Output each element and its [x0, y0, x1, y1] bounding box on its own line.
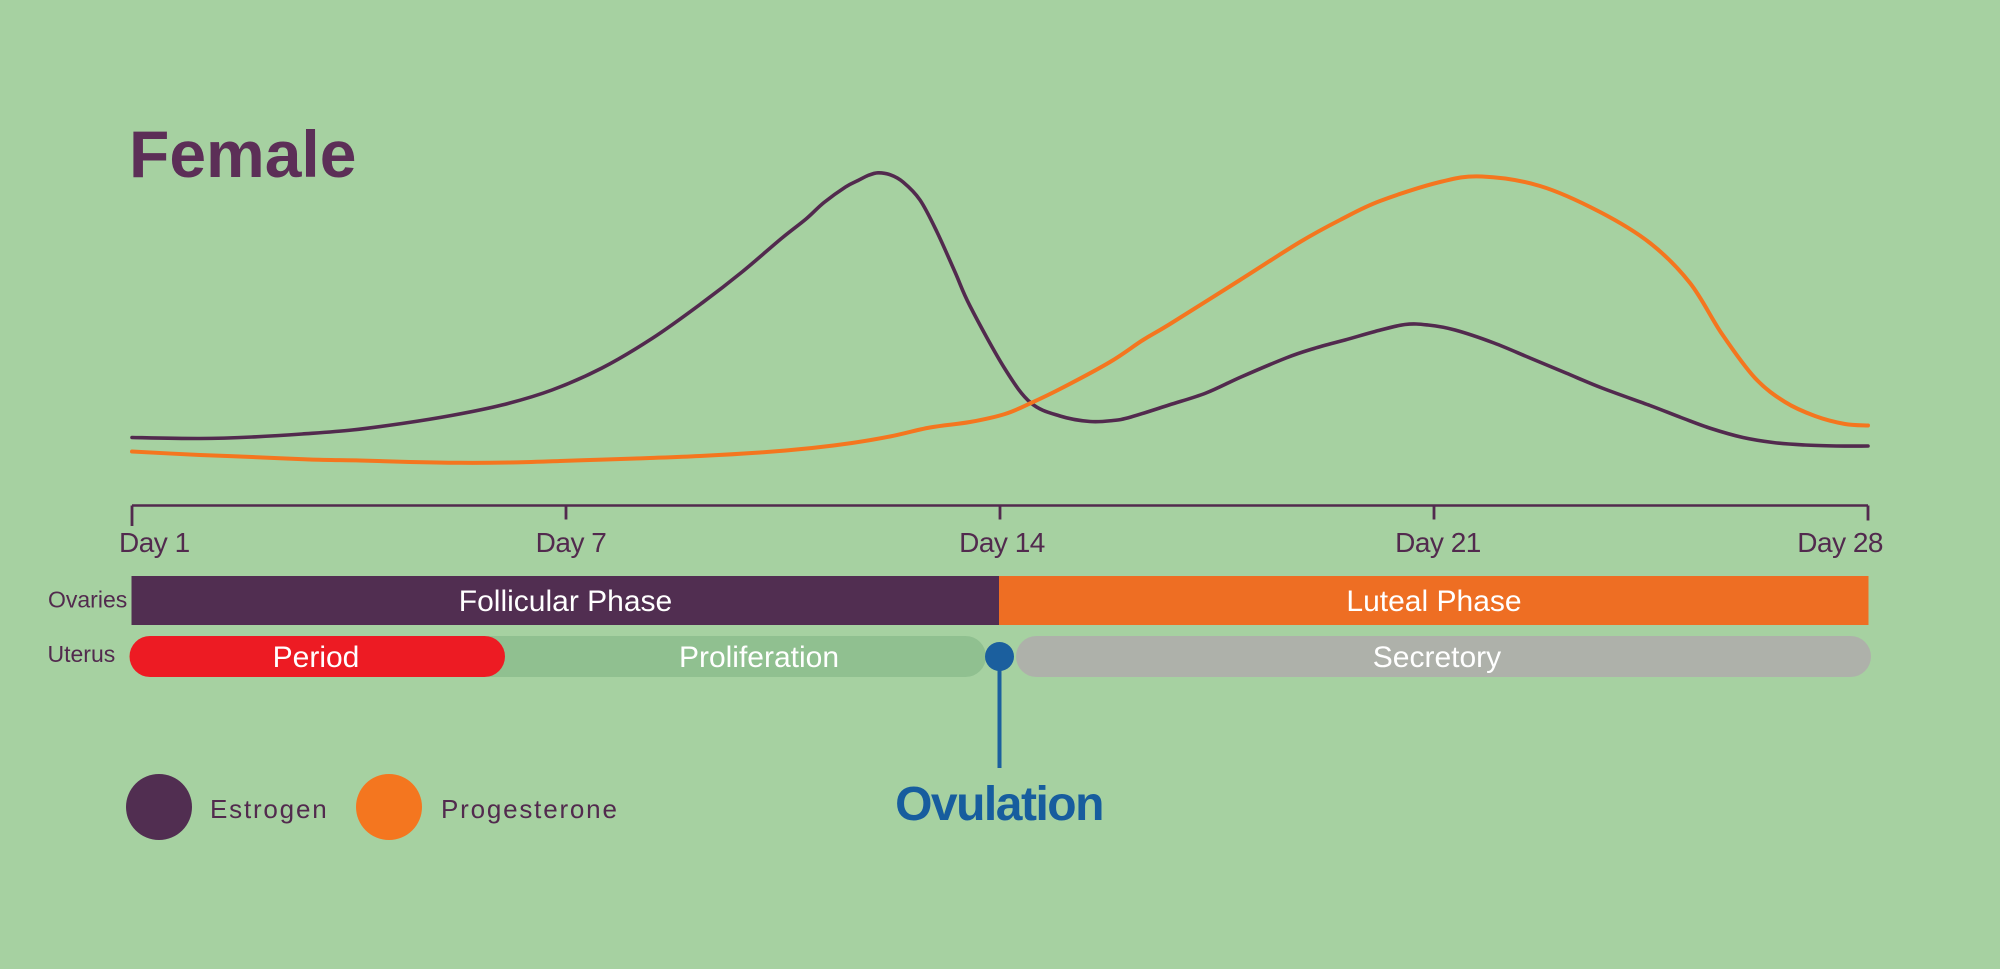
svg-text:Day 21: Day 21 [1395, 527, 1481, 558]
svg-text:Follicular Phase: Follicular Phase [459, 585, 672, 618]
svg-text:Luteal Phase: Luteal Phase [1346, 585, 1521, 618]
svg-text:Period: Period [273, 641, 360, 674]
svg-text:Ovaries: Ovaries [48, 587, 127, 613]
svg-text:Day 1: Day 1 [119, 527, 190, 558]
svg-text:Ovulation: Ovulation [895, 778, 1103, 831]
svg-text:Uterus: Uterus [48, 641, 116, 667]
svg-text:Day 28: Day 28 [1797, 527, 1883, 558]
svg-text:Female: Female [129, 117, 356, 191]
svg-text:Estrogen: Estrogen [210, 794, 328, 824]
svg-text:Progesterone: Progesterone [441, 794, 619, 824]
svg-text:Secretory: Secretory [1373, 641, 1501, 674]
svg-text:Day 14: Day 14 [959, 527, 1045, 558]
svg-text:Proliferation: Proliferation [679, 641, 839, 674]
svg-text:Day 7: Day 7 [536, 527, 607, 558]
